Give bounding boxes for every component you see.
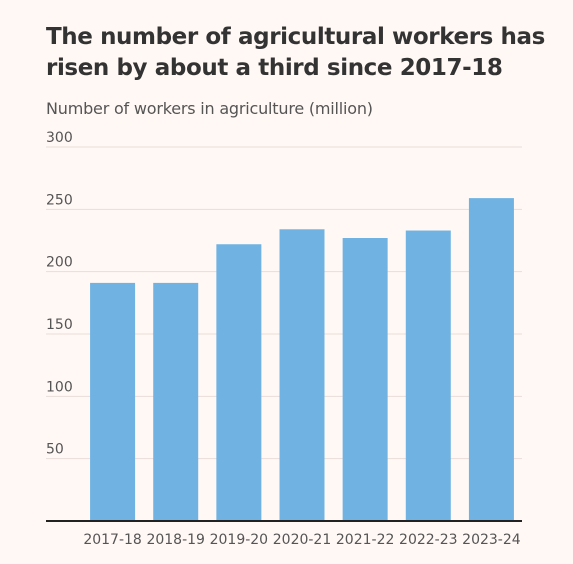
bar-2023-24 <box>468 198 514 521</box>
x-tick-label-2018-19: 2018-19 <box>146 532 205 548</box>
y-tick-label-300: 300 <box>46 130 73 146</box>
y-tick-label-100: 100 <box>46 379 73 395</box>
bar-2018-19 <box>153 282 199 521</box>
x-tick-label-2019-20: 2019-20 <box>210 532 269 548</box>
x-tick-label-2022-23: 2022-23 <box>399 532 458 548</box>
bar-2022-23 <box>405 230 451 521</box>
x-tick-label-2020-21: 2020-21 <box>273 532 332 548</box>
y-tick-label-200: 200 <box>46 255 73 271</box>
bar-2017-18 <box>90 282 136 521</box>
x-tick-label-2017-18: 2017-18 <box>83 532 142 548</box>
y-tick-label-150: 150 <box>46 317 73 333</box>
bar-2020-21 <box>279 229 325 521</box>
chart-subtitle: Number of workers in agriculture (millio… <box>46 99 373 118</box>
chart-title: The number of agricultural workers has r… <box>46 24 545 81</box>
y-tick-label-250: 250 <box>46 192 73 208</box>
y-tick-label-50: 50 <box>46 442 64 458</box>
y-axis-ticks: 50 100 150 200 250 300 <box>46 130 73 458</box>
bar-2019-20 <box>216 244 262 522</box>
x-axis-ticks: 2017-18 2018-19 2019-20 2020-21 2021-22 2022-… <box>83 532 520 548</box>
bar-2021-22 <box>342 238 388 522</box>
bars <box>90 198 514 522</box>
x-tick-label-2023-24: 2023-24 <box>462 532 521 548</box>
x-tick-label-2021-22: 2021-22 <box>336 532 395 548</box>
